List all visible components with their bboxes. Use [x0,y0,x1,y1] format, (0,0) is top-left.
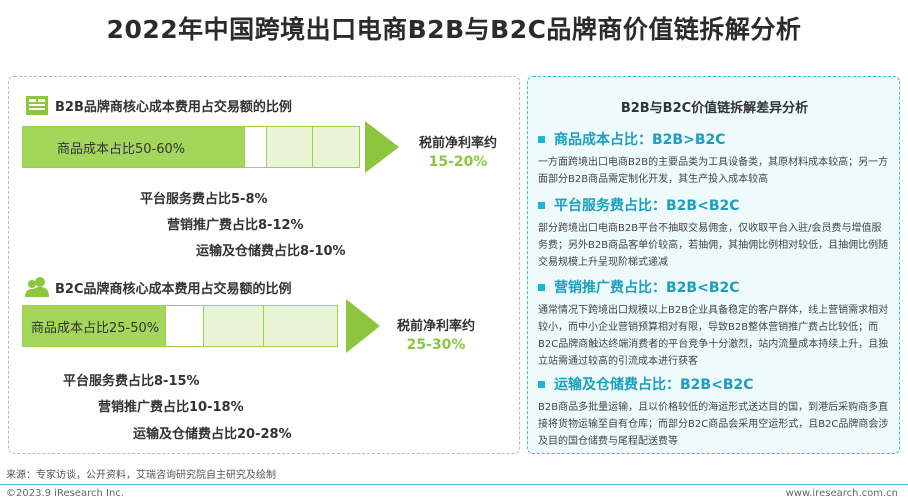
footer-divider [0,484,908,485]
copyright: ©2023.9 iResearch Inc. [6,488,124,499]
b2b-marketing-fee-segment [266,126,312,168]
analysis-item-logistics-fee: 运输及仓储费占比：B2B<B2C B2B商品多批量运输，且以价格较低的海运形式送… [538,374,890,450]
analysis-item-body: 通常情况下跨境出口规模以上B2B企业具备稳定的客户群体，线上营销需求相对较小，而… [538,305,889,367]
analysis-title: B2B与B2C价值链拆解差异分析 [620,101,809,116]
building-icon [25,94,49,116]
b2c-platform-fee-segment [165,305,203,347]
b2c-logistics-fee-segment [263,305,338,347]
b2b-heading-text: B2B品牌商核心成本费用占交易额的比例 [55,99,292,115]
b2b-section-heading: B2B品牌商核心成本费用占交易额的比例 [25,94,292,116]
bullet-square-icon [538,380,545,388]
analysis-item-platform-fee: 平台服务费占比：B2B<B2C 部分跨境出口电商B2B平台不抽取交易佣金，仅收取… [538,195,890,271]
b2b-platform-fee-segment [244,126,266,168]
b2c-arrow-icon [346,299,380,353]
analysis-item-title: 平台服务费占比：B2B<B2C [554,198,740,214]
cost-breakdown-panel [8,76,520,454]
b2c-logistics-fee: 运输及仓储费占比20-28% [133,427,292,442]
b2b-arrow-icon [365,121,399,173]
b2c-marketing-fee-segment [203,305,263,347]
b2b-cost-bar: 商品成本占比50-60% [22,126,360,168]
user-icon [25,276,49,298]
b2c-profit-label: 税前净利率约 [396,319,475,334]
source-note: 来源：专家访谈，公开资料，艾瑞咨询研究院自主研究及绘制 [6,470,276,481]
analysis-item-marketing-fee: 营销推广费占比：B2B<B2C 通常情况下跨境出口规模以上B2B企业具备稳定的客… [538,277,890,370]
b2c-goods-cost-label: 商品成本占比25-50% [31,320,160,336]
bullet-square-icon [538,135,545,143]
b2c-marketing-fee: 营销推广费占比10-18% [98,400,244,415]
analysis-item-title: 营销推广费占比：B2B<B2C [554,280,740,296]
b2b-logistics-fee-segment [312,126,360,168]
bullet-square-icon [538,201,545,209]
b2c-profit: 税前净利率约 25-30% [382,315,490,353]
analysis-item-head: 运输及仓储费占比：B2B<B2C [538,374,890,394]
b2c-profit-value: 25-30% [406,337,466,353]
analysis-item-head: 营销推广费占比：B2B<B2C [538,277,890,297]
b2b-profit-label: 税前净利率约 [418,136,497,151]
analysis-item-body: 部分跨境出口电商B2B平台不抽取交易佣金，仅收取平台入驻/会员费与增值服务费；另… [538,223,889,268]
analysis-item-title: 商品成本占比：B2B>B2C [554,132,726,148]
bullet-square-icon [538,283,545,291]
b2b-goods-cost-label: 商品成本占比50-60% [57,141,186,157]
difference-analysis-panel: B2B与B2C价值链拆解差异分析 商品成本占比：B2B>B2C 一方面跨境出口电… [527,76,900,454]
analysis-item-goods-cost: 商品成本占比：B2B>B2C 一方面跨境出口电商B2B的主要品类为工具设备类，其… [538,129,890,188]
analysis-item-head: 商品成本占比：B2B>B2C [538,129,890,149]
page-title: 2022年中国跨境出口电商B2B与B2C品牌商价值链拆解分析 [106,15,802,44]
b2c-heading-text: B2C品牌商核心成本费用占交易额的比例 [55,281,292,297]
b2b-logistics-fee: 运输及仓储费占比8-10% [196,244,346,259]
b2c-platform-fee: 平台服务费占比8-15% [63,374,200,389]
b2b-profit-value: 15-20% [428,154,488,170]
website-link[interactable]: www.iresearch.com.cn [785,488,898,499]
b2c-section-heading: B2C品牌商核心成本费用占交易额的比例 [25,276,292,298]
analysis-item-body: B2B商品多批量运输，且以价格较低的海运形式送达目的国，到港后采购商多直接将货物… [538,402,889,447]
b2b-marketing-fee: 营销推广费占比8-12% [167,218,304,233]
b2c-cost-bar: 商品成本占比25-50% [22,305,338,347]
b2c-goods-cost-segment: 商品成本占比25-50% [22,305,165,347]
b2b-profit: 税前净利率约 15-20% [404,132,512,170]
b2b-goods-cost-segment: 商品成本占比50-60% [22,126,244,168]
analysis-item-body: 一方面跨境出口电商B2B的主要品类为工具设备类，其原材料成本较高；另一方面部分B… [538,157,889,185]
analysis-item-head: 平台服务费占比：B2B<B2C [538,195,890,215]
b2b-platform-fee: 平台服务费占比5-8% [140,192,268,207]
analysis-item-title: 运输及仓储费占比：B2B<B2C [554,377,754,393]
